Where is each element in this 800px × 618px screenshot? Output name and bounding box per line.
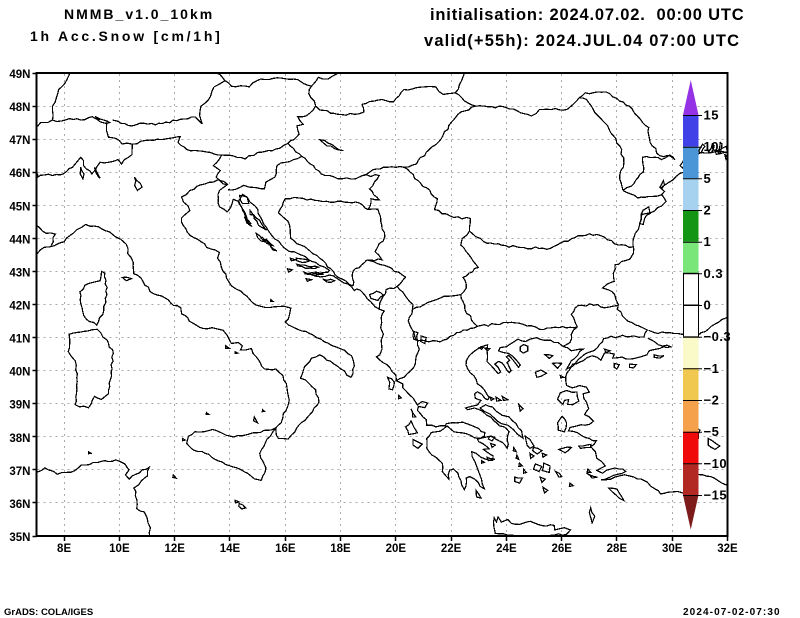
svg-text:valid(+55h): 2024.JUL.04 07:00: valid(+55h): 2024.JUL.04 07:00 UTC xyxy=(424,32,740,50)
svg-text:28E: 28E xyxy=(607,543,628,555)
svg-text:26E: 26E xyxy=(551,543,572,555)
svg-text:2: 2 xyxy=(704,203,712,218)
svg-text:20E: 20E xyxy=(386,543,407,555)
svg-text:38N: 38N xyxy=(9,433,30,445)
svg-text:41N: 41N xyxy=(9,334,30,346)
svg-text:47N: 47N xyxy=(9,135,30,147)
svg-text:45N: 45N xyxy=(9,201,30,213)
svg-text:−5: −5 xyxy=(704,424,720,439)
svg-text:49N: 49N xyxy=(9,69,30,81)
svg-text:0: 0 xyxy=(704,298,712,313)
svg-text:12E: 12E xyxy=(164,543,185,555)
svg-text:initialisation: 2024.07.02. 0: initialisation: 2024.07.02. 00:00 UTC xyxy=(430,6,745,24)
svg-text:GrADS: COLA/IGES: GrADS: COLA/IGES xyxy=(4,607,93,618)
svg-text:48N: 48N xyxy=(9,102,30,114)
svg-text:14E: 14E xyxy=(220,543,241,555)
svg-text:8E: 8E xyxy=(57,543,71,555)
svg-text:22E: 22E xyxy=(441,543,462,555)
svg-text:−15: −15 xyxy=(704,488,728,503)
svg-text:44N: 44N xyxy=(9,234,30,246)
svg-text:35N: 35N xyxy=(9,532,30,544)
svg-text:18E: 18E xyxy=(330,543,351,555)
svg-text:24E: 24E xyxy=(496,543,517,555)
svg-text:1h Acc.Snow [cm/1h]: 1h Acc.Snow [cm/1h] xyxy=(30,28,223,44)
svg-text:10: 10 xyxy=(704,139,719,154)
svg-text:−10: −10 xyxy=(704,456,728,471)
svg-text:5: 5 xyxy=(704,171,712,186)
svg-text:0.3: 0.3 xyxy=(704,266,724,281)
svg-text:40N: 40N xyxy=(9,367,30,379)
svg-text:16E: 16E xyxy=(275,543,296,555)
svg-text:NMMB_v1.0_10km: NMMB_v1.0_10km xyxy=(64,6,214,22)
svg-text:2024-07-02-07:30: 2024-07-02-07:30 xyxy=(683,607,781,618)
svg-text:−2: −2 xyxy=(704,393,720,408)
svg-text:32E: 32E xyxy=(717,543,738,555)
svg-text:15: 15 xyxy=(704,108,719,123)
svg-text:1: 1 xyxy=(704,234,712,249)
svg-text:−0.3: −0.3 xyxy=(704,329,732,344)
svg-text:43N: 43N xyxy=(9,267,30,279)
svg-text:30E: 30E xyxy=(662,543,683,555)
svg-text:−1: −1 xyxy=(704,361,720,376)
svg-text:36N: 36N xyxy=(9,499,30,511)
svg-text:42N: 42N xyxy=(9,301,30,313)
svg-text:46N: 46N xyxy=(9,168,30,180)
svg-text:10E: 10E xyxy=(109,543,130,555)
svg-text:39N: 39N xyxy=(9,400,30,412)
svg-text:37N: 37N xyxy=(9,466,30,478)
